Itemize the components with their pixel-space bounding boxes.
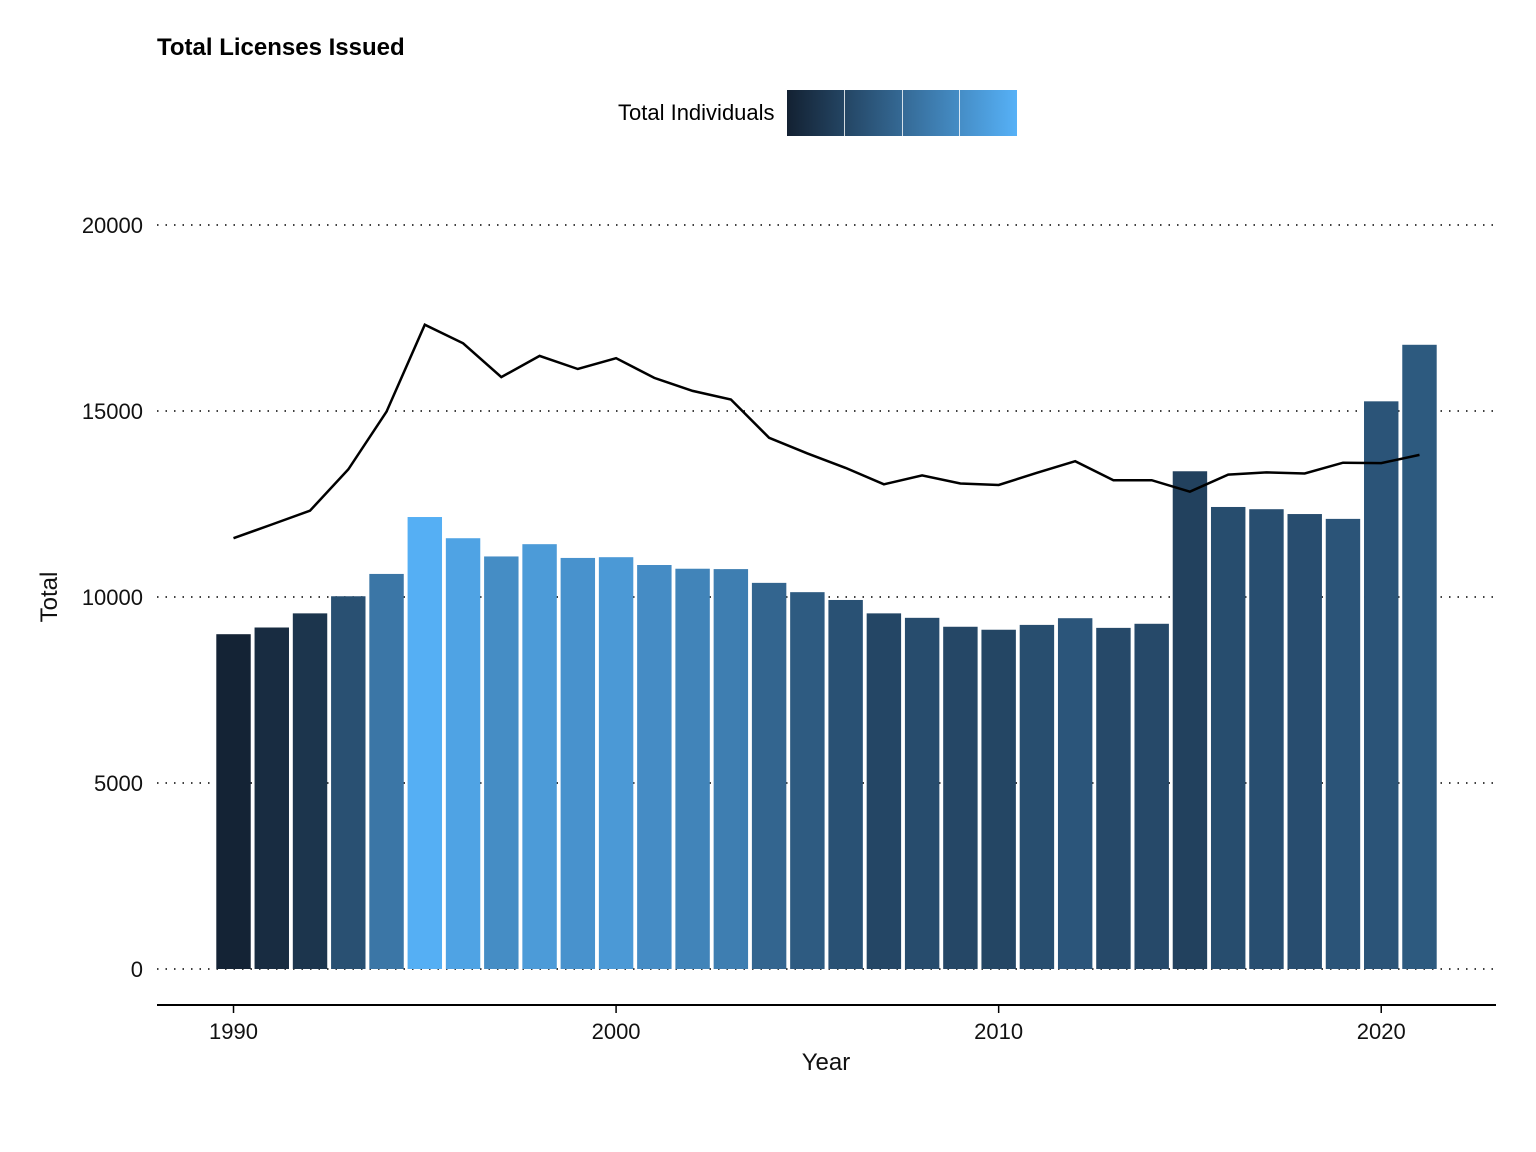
bar (598, 557, 634, 969)
y-tick-label: 10000 (82, 585, 143, 610)
bar (828, 599, 863, 969)
legend-tick (959, 90, 961, 136)
bar (445, 538, 481, 969)
color-legend: Total Individuals (618, 90, 1017, 136)
bar (216, 634, 251, 969)
bar (1249, 509, 1284, 969)
y-tick-label: 15000 (82, 399, 143, 424)
bar (751, 582, 787, 969)
bar (1402, 344, 1437, 969)
bar (369, 573, 404, 969)
y-tick-label: 0 (131, 957, 143, 982)
bar (292, 613, 328, 969)
bar (904, 617, 940, 969)
bar (1019, 624, 1055, 969)
bar (943, 626, 978, 969)
bar (1325, 518, 1361, 969)
bar (1134, 623, 1169, 969)
x-tick-label: 1990 (209, 1019, 258, 1044)
bar (675, 568, 710, 969)
y-tick-label: 20000 (82, 213, 143, 238)
bar (407, 517, 443, 969)
legend-title: Total Individuals (618, 100, 775, 125)
legend-tick (901, 90, 903, 136)
bar (866, 613, 902, 969)
bar (790, 592, 825, 969)
bar (1364, 401, 1399, 969)
x-tick-label: 2000 (592, 1019, 641, 1044)
legend-gradient-bar (786, 90, 1017, 136)
line-series (233, 323, 1420, 540)
bar (981, 629, 1016, 969)
chart-title: Total Licenses Issued (157, 34, 405, 61)
bar (1172, 471, 1208, 969)
bar (522, 544, 557, 969)
x-tick-label: 2020 (1357, 1019, 1406, 1044)
bar (484, 556, 519, 969)
bar (713, 569, 749, 969)
y-ticks: 0 5000 10000 15000 20000 (82, 213, 143, 982)
bar (560, 557, 596, 969)
x-axis-title: Year (802, 1049, 851, 1076)
y-tick-label: 5000 (94, 771, 143, 796)
bar (331, 596, 366, 969)
bar (1057, 618, 1093, 969)
x-tick-label: 2010 (974, 1019, 1023, 1044)
bar-series (216, 344, 1437, 969)
bar (1096, 627, 1131, 969)
x-ticks: 1990 2000 2010 2020 (209, 1005, 1406, 1044)
bar (637, 565, 672, 969)
bar (1210, 506, 1246, 969)
bar (254, 627, 289, 969)
bar (1287, 514, 1322, 969)
y-axis-title: Total (36, 572, 63, 623)
legend-tick (844, 90, 846, 136)
